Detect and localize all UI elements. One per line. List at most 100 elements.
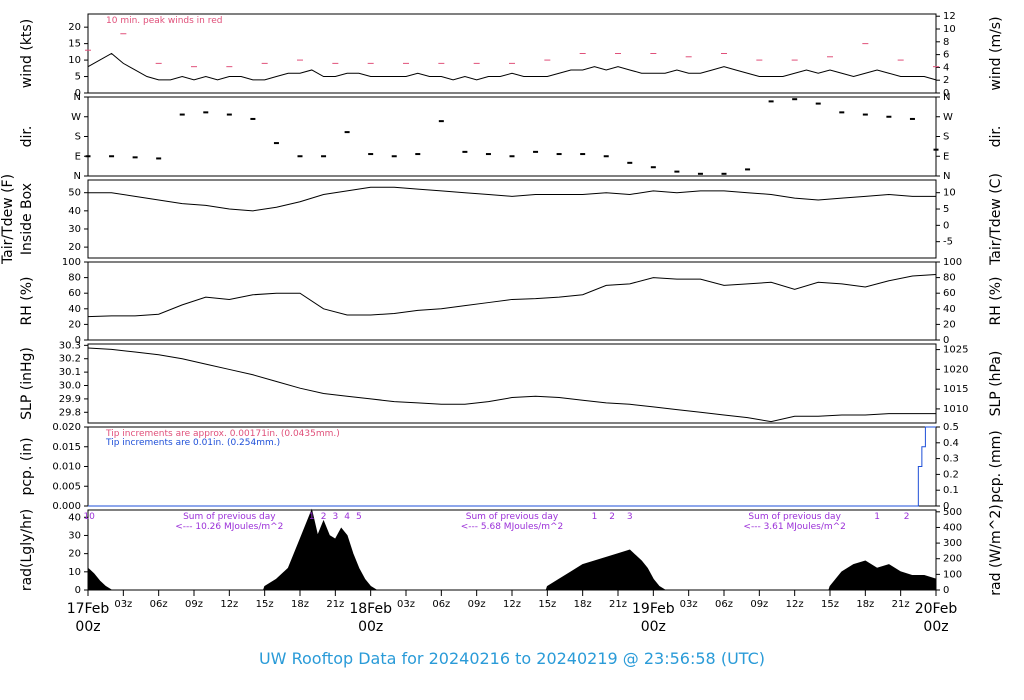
dir-point <box>485 153 491 156</box>
pcp-ylabel-right: pcp. (mm) <box>988 430 1004 503</box>
dir-point <box>368 153 374 156</box>
temp-left-tick-label: 40 <box>68 206 81 217</box>
wind-right-tick-label: 6 <box>943 50 949 61</box>
dir-point <box>815 102 821 105</box>
dir-panel-frame <box>87 96 937 177</box>
slp-ylabel-left: SLP (inHg) <box>19 347 35 420</box>
dir-point <box>85 155 91 158</box>
dir-point <box>933 148 939 151</box>
x-tick-label: 12z <box>503 599 521 610</box>
rh-panel-frame <box>87 261 937 341</box>
pcp-left-tick-label: 0.020 <box>52 422 81 433</box>
dir-point <box>250 117 256 120</box>
dir-point <box>697 172 703 175</box>
rad-right-tick-label: 200 <box>943 554 962 565</box>
dir-point <box>321 155 327 158</box>
x-tick-label: 21z <box>326 599 344 610</box>
day-label-date: 17Feb <box>67 601 110 617</box>
dir-point <box>886 115 892 118</box>
slp-right-tick-label: 1015 <box>943 384 968 395</box>
dir-left-tick-label: W <box>71 112 81 123</box>
dir-point <box>344 131 350 134</box>
dir-point <box>273 142 279 145</box>
x-tick-label: 06z <box>432 599 450 610</box>
temp-ylabel-right: Tair/Tdew (C) <box>988 173 1004 266</box>
dir-right-tick-label: N <box>943 92 950 103</box>
dir-left-tick-label: S <box>75 132 81 143</box>
dir-ylabel-left: dir. <box>19 126 35 148</box>
day-label-date: 18Feb <box>349 601 392 617</box>
wind-right-tick-label: 10 <box>943 24 956 35</box>
rad-hour-marker: 3 <box>627 512 633 522</box>
temp-right-tick-label: 10 <box>943 188 956 199</box>
rh-right-tick-label: 0 <box>943 335 949 346</box>
pcp-series-line <box>88 426 936 507</box>
rad-left-tick-label: 10 <box>68 567 81 578</box>
rad-hour-marker: 2 <box>321 512 327 522</box>
wind-series-line <box>87 52 937 81</box>
rad-sum-value: <--- 3.61 MJoules/m^2 <box>743 522 845 532</box>
wind-right-tick-label: 0 <box>943 88 949 99</box>
rh-right-tick-label: 20 <box>943 319 956 330</box>
dir-point <box>509 155 515 158</box>
pcp-left-tick-label: 0.005 <box>52 481 81 492</box>
rh-left-tick-label: 40 <box>68 304 81 315</box>
dir-point <box>745 168 751 171</box>
x-tick-label: 12z <box>786 599 804 610</box>
day-label-time: 00z <box>358 619 383 635</box>
pcp-note-red: Tip increments are approx. 0.00171in. (0… <box>105 429 340 439</box>
footer-title: UW Rooftop Data for 20240216 to 20240219… <box>258 649 766 668</box>
x-tick-label: 18z <box>856 599 874 610</box>
slp-left-tick-label: 30.3 <box>59 340 81 351</box>
pcp-ylabel-left: pcp. (in) <box>19 437 35 495</box>
rad-hour-marker: 3 <box>332 512 338 522</box>
dir-point <box>839 111 845 114</box>
day-label-date: 20Feb <box>915 601 958 617</box>
day-label-time: 00z <box>923 619 948 635</box>
wind-right-tick-label: 4 <box>943 62 949 73</box>
pcp-left-tick-label: 0.010 <box>52 462 81 473</box>
rad-sum-label: Sum of previous day <box>183 512 276 522</box>
dir-ylabel-right: dir. <box>988 126 1004 148</box>
dir-left-tick-label: N <box>74 171 81 182</box>
pcp-right-tick-label: 0.1 <box>943 485 959 496</box>
rad-right-tick-label: 500 <box>943 507 962 518</box>
slp-series-line <box>87 347 936 423</box>
rad-hour-marker: 4 <box>344 512 350 522</box>
slp-left-tick-label: 30.1 <box>59 367 81 378</box>
rh-series-line <box>87 273 937 318</box>
wind-left-tick-label: 10 <box>68 55 81 66</box>
temp-left-tick-label: 30 <box>68 224 81 235</box>
pcp-right-tick-label: 0 <box>943 501 949 512</box>
temp-right-tick-label: 5 <box>943 204 949 215</box>
dir-point <box>179 113 185 116</box>
pcp-left-tick-label: 0.000 <box>52 501 81 512</box>
x-tick-label: 21z <box>892 599 910 610</box>
wind-ylabel-right: wind (m/s) <box>988 16 1004 90</box>
dir-point <box>156 157 162 160</box>
wind-right-tick-label: 8 <box>943 37 949 48</box>
pcp-right-tick-label: 0.4 <box>943 438 959 449</box>
dir-right-tick-label: N <box>943 171 950 182</box>
wind-left-tick-label: 5 <box>75 72 81 83</box>
slp-right-tick-label: 1025 <box>943 345 968 356</box>
wind-left-tick-label: 20 <box>68 22 81 33</box>
dir-point <box>909 117 915 120</box>
rh-left-tick-label: 20 <box>68 319 81 330</box>
dir-point <box>862 113 868 116</box>
x-tick-label: 15z <box>256 599 274 610</box>
dir-point <box>792 98 798 101</box>
rh-ylabel-right: RH (%) <box>988 277 1004 326</box>
rad-hour-marker: 1 <box>309 512 315 522</box>
x-tick-label: 09z <box>185 599 203 610</box>
wind-left-tick-label: 15 <box>68 39 81 50</box>
rad-hour-marker: 2 <box>609 512 615 522</box>
rh-left-tick-label: 60 <box>68 288 81 299</box>
rad-hour-marker: 2 <box>904 512 910 522</box>
wind-annotation: 10 min. peak winds in red <box>106 16 223 26</box>
x-tick-label: 03z <box>397 599 415 610</box>
rh-right-tick-label: 80 <box>943 273 956 284</box>
temp-right-tick-label: 0 <box>943 220 949 231</box>
slp-left-tick-label: 30.0 <box>59 381 81 392</box>
